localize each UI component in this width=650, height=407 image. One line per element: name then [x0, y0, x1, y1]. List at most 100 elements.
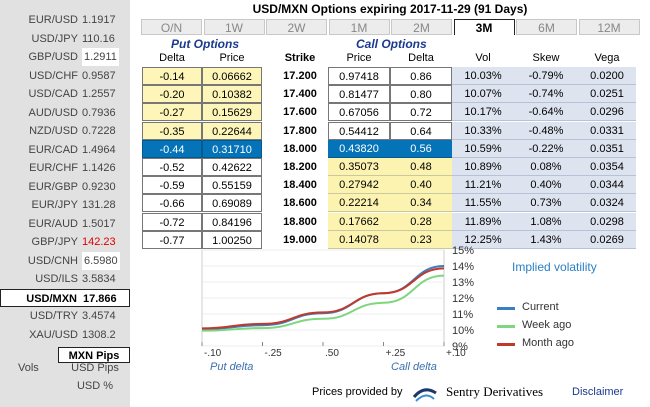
- pair-value: 3.5834: [82, 273, 116, 285]
- cell-put-delta: -0.44: [142, 139, 202, 158]
- pair-row-eur-cad[interactable]: EUR/CAD 1.4964: [0, 141, 130, 159]
- vols-usd-pips[interactable]: USD Pips: [71, 362, 119, 374]
- pair-symbol: NZD/USD: [29, 125, 78, 137]
- header-vol: Vol: [475, 52, 491, 64]
- cell-vega: 0.0324: [578, 194, 636, 213]
- cell-vega: 0.0251: [578, 85, 636, 104]
- pair-value: 0.7228: [82, 125, 116, 137]
- tab-1w[interactable]: 1W: [203, 19, 265, 35]
- cell-put-delta: -0.35: [142, 121, 202, 140]
- pair-symbol: USD/CAD: [28, 88, 78, 100]
- cell-strike: 17.400: [272, 85, 328, 104]
- pair-row-eur-gbp[interactable]: EUR/GBP 0.9230: [0, 178, 130, 196]
- y-tick-label: 15%: [452, 245, 474, 257]
- cell-call-price[interactable]: 0.67056: [328, 103, 390, 122]
- header-call-price: Price: [346, 52, 372, 64]
- pair-symbol: EUR/CAD: [28, 143, 78, 156]
- cell-put-price[interactable]: 1.00250: [202, 230, 262, 249]
- pair-row-nzd-usd[interactable]: NZD/USD 0.7228: [0, 122, 130, 140]
- tab-3m[interactable]: 3M: [453, 19, 515, 35]
- x-tick-label: -.10: [204, 348, 222, 359]
- pair-row-usd-mxn[interactable]: USD/MXN 17.866: [0, 288, 130, 307]
- cell-put-price[interactable]: 0.55159: [202, 176, 262, 195]
- y-tick-label: 12%: [452, 293, 474, 305]
- pair-value: 1.1426: [82, 162, 116, 174]
- cell-put-price[interactable]: 0.42622: [202, 158, 262, 176]
- pair-symbol: USD/JPY: [31, 32, 78, 45]
- cell-call-delta: 0.72: [390, 103, 452, 122]
- pair-row-eur-usd[interactable]: EUR/USD 1.1917: [0, 11, 130, 29]
- pair-row-gbp-usd[interactable]: GBP/USD 1.2911: [0, 48, 130, 66]
- pair-value: 0.9230: [82, 180, 116, 193]
- cell-strike: 17.800: [272, 121, 328, 140]
- cell-put-price[interactable]: 0.31710: [202, 139, 262, 158]
- cell-call-price[interactable]: 0.27942: [328, 176, 390, 195]
- tab-1m[interactable]: 1M: [328, 19, 390, 35]
- tab-o-n[interactable]: O/N: [141, 19, 202, 35]
- cell-vega: 0.0298: [578, 212, 636, 231]
- pair-row-usd-chf[interactable]: USD/CHF 0.9587: [0, 67, 130, 85]
- y-tick-label: 11%: [452, 309, 473, 321]
- cell-put-price[interactable]: 0.10382: [202, 85, 262, 104]
- pair-row-eur-aud[interactable]: EUR/AUD 1.5017: [0, 215, 130, 233]
- cell-skew: 1.43%: [514, 230, 578, 249]
- cell-put-price[interactable]: 0.06662: [202, 67, 262, 85]
- pair-row-aud-usd[interactable]: AUD/USD 0.7936: [0, 104, 130, 122]
- pair-row-xau-usd[interactable]: XAU/USD 1308.2: [0, 326, 130, 344]
- call-options-label: Call Options: [356, 37, 427, 51]
- mxn-pips-button[interactable]: MXN Pips: [58, 347, 130, 363]
- cell-put-price[interactable]: 0.69089: [202, 194, 262, 213]
- header-strike: Strike: [284, 52, 316, 64]
- cell-call-price[interactable]: 0.14078: [328, 230, 390, 249]
- pair-row-eur-chf[interactable]: EUR/CHF 1.1426: [0, 159, 130, 177]
- cell-call-price[interactable]: 0.43820: [328, 139, 390, 158]
- cell-call-price[interactable]: 0.17662: [328, 212, 390, 231]
- pair-symbol: USD/TRY: [29, 310, 78, 322]
- pair-value: 1.1917: [82, 14, 116, 26]
- tab-2w[interactable]: 2W: [266, 19, 327, 35]
- header-put-delta: Delta: [159, 52, 185, 64]
- chart-title: Implied volatility: [512, 260, 597, 274]
- cell-vega: 0.0354: [578, 158, 636, 176]
- cell-put-delta: -0.59: [142, 176, 202, 195]
- cell-put-delta: -0.27: [142, 103, 202, 122]
- pair-symbol: XAU/USD: [29, 328, 78, 341]
- pair-row-usd-cnh[interactable]: USD/CNH 6.5980: [0, 251, 130, 270]
- pair-value: 3.4574: [82, 310, 116, 322]
- pair-symbol: EUR/CHF: [29, 162, 78, 174]
- cell-call-price[interactable]: 0.54412: [328, 121, 390, 140]
- tab-12m[interactable]: 12M: [578, 19, 640, 35]
- tab-2m[interactable]: 2M: [391, 19, 452, 35]
- cell-vega: 0.0200: [578, 67, 636, 85]
- cell-skew: -0.48%: [514, 121, 578, 140]
- pair-value: 1.4964: [82, 143, 116, 156]
- cell-call-price[interactable]: 0.81477: [328, 85, 390, 104]
- pair-row-eur-jpy[interactable]: EUR/JPY 131.28: [0, 196, 130, 214]
- cell-put-price[interactable]: 0.84196: [202, 212, 262, 231]
- disclaimer-link[interactable]: Disclaimer: [572, 386, 624, 398]
- cell-put-price[interactable]: 0.15629: [202, 103, 262, 122]
- pair-row-usd-ils[interactable]: USD/ILS 3.5834: [0, 270, 130, 288]
- pair-row-usd-jpy[interactable]: USD/JPY 110.16: [0, 30, 130, 48]
- cell-strike: 18.200: [272, 158, 328, 176]
- sentry-logo-icon: [412, 388, 437, 402]
- series-line-week-ago: [201, 274, 445, 332]
- cell-call-price[interactable]: 0.22214: [328, 194, 390, 213]
- cell-call-price[interactable]: 0.97418: [328, 67, 390, 85]
- x-group-label-put: Put delta: [210, 361, 253, 370]
- cell-call-price[interactable]: 0.35073: [328, 158, 390, 176]
- cell-vol: 10.17%: [452, 103, 514, 122]
- cell-call-delta: 0.64: [390, 121, 452, 140]
- vols-usd-percent[interactable]: USD %: [76, 380, 114, 392]
- pair-symbol: USD/ILS: [35, 273, 78, 285]
- cell-put-price[interactable]: 0.22644: [202, 121, 262, 140]
- pair-row-gbp-jpy[interactable]: GBP/JPY 142.23: [0, 233, 130, 251]
- cell-call-delta: 0.56: [390, 139, 452, 158]
- cell-vol: 11.89%: [452, 212, 514, 231]
- cell-skew: -0.79%: [514, 67, 578, 85]
- cell-vol: 10.89%: [452, 158, 514, 176]
- tab-6m[interactable]: 6M: [516, 19, 577, 35]
- cell-skew: 0.08%: [514, 158, 578, 176]
- pair-row-usd-cad[interactable]: USD/CAD 1.2557: [0, 85, 130, 103]
- pair-row-usd-try[interactable]: USD/TRY 3.4574: [0, 307, 130, 325]
